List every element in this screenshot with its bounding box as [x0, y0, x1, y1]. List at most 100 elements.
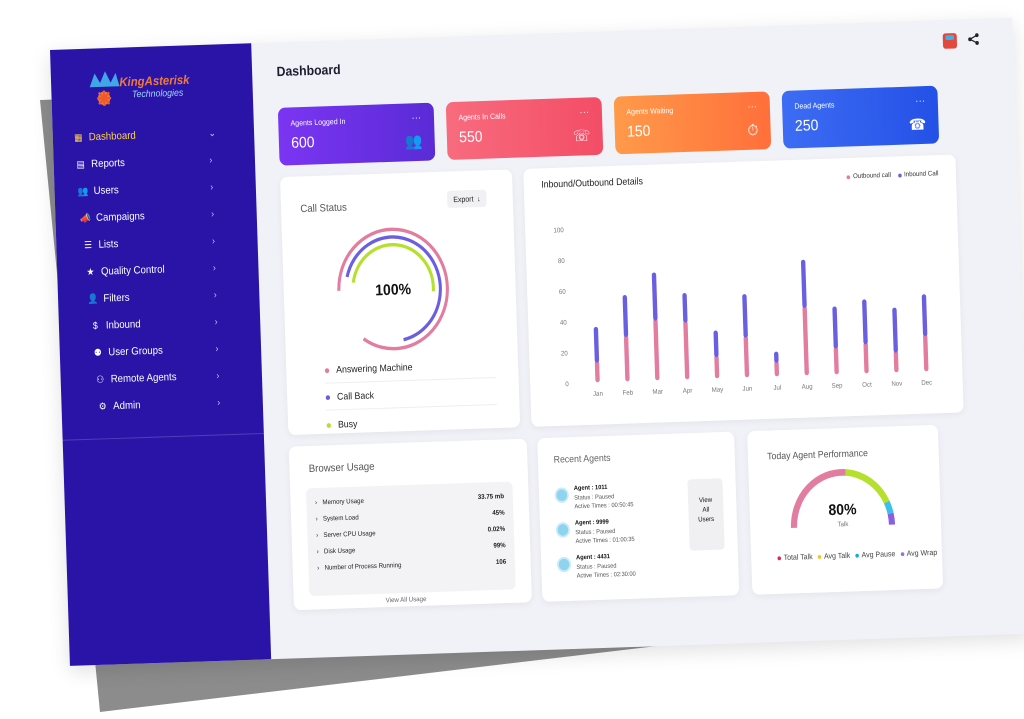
stat-card-dead-agents[interactable]: Dead Agents 250... ☎	[781, 85, 940, 149]
stat-card-agents-waiting[interactable]: Agents Waiting 150... ⏱	[613, 91, 772, 155]
stat-card-agents-in-calls[interactable]: Agents In Calls 550... ☏	[445, 96, 604, 160]
sidebar-item-label: Inbound	[105, 318, 141, 332]
usage-row[interactable]: › Server CPU Usage 0.02%	[316, 526, 505, 539]
more-icon[interactable]: ...	[411, 110, 422, 122]
view-all-users-button[interactable]: View All Users	[687, 478, 725, 551]
bar-outbound[interactable]	[653, 318, 660, 381]
bar-inbound[interactable]	[862, 299, 868, 345]
bar-inbound[interactable]	[800, 259, 807, 308]
users-icon: 👥	[404, 133, 423, 151]
stat-value: 150	[626, 123, 651, 141]
chevron-right-icon: ›	[209, 154, 213, 166]
agent-id: Agent : 4431	[575, 553, 611, 562]
more-icon[interactable]: ...	[747, 99, 758, 111]
bar-inbound[interactable]	[622, 295, 629, 338]
bar-outbound[interactable]	[623, 335, 630, 382]
gauge-segment	[790, 469, 846, 529]
more-icon[interactable]: ...	[915, 93, 926, 105]
x-tick-label: Jun	[742, 385, 753, 393]
usage-row[interactable]: › Memory Usage 33.75 mb	[315, 493, 504, 506]
bar-outbound[interactable]	[683, 320, 690, 380]
agent-active-time: Active Times : 01:00:35	[575, 536, 635, 545]
share-icon[interactable]	[967, 32, 980, 49]
bar-inbound[interactable]	[593, 326, 600, 363]
bar-inbound[interactable]	[892, 307, 898, 353]
bar-outbound[interactable]	[714, 355, 720, 379]
usage-row[interactable]: › System Load 45%	[316, 510, 505, 523]
legend-dot	[777, 555, 782, 560]
usage-row[interactable]: › Disk Usage 99%	[317, 542, 506, 555]
avatar[interactable]	[942, 33, 958, 49]
legend-dot	[817, 554, 822, 559]
phone-missed-icon: ☏	[572, 128, 591, 146]
bar-inbound[interactable]	[682, 293, 688, 323]
bar-outbound[interactable]	[594, 360, 600, 383]
legend-dot	[855, 553, 860, 558]
bar-inbound[interactable]	[651, 272, 658, 321]
chart-legend: Outbound call Inbound Call	[846, 170, 939, 180]
agent-id: Agent : 1011	[573, 484, 608, 492]
bar-inbound[interactable]	[921, 294, 928, 337]
agent-status: Status : Paused	[574, 493, 615, 502]
legend-dot	[325, 395, 331, 401]
usage-label: Number of Process Running	[324, 562, 402, 572]
list-icon: ☰	[83, 239, 93, 251]
sidebar-item-admin[interactable]: ⚙ Admin ›	[61, 388, 263, 422]
bar-inbound[interactable]	[832, 306, 838, 349]
agent-performance-title: Today Agent Performance	[767, 448, 869, 463]
chart-title: Inbound/Outbound Details	[541, 176, 644, 191]
legend-dot	[324, 368, 330, 374]
bar-inbound[interactable]	[713, 330, 719, 358]
chevron-right-icon: ›	[211, 208, 215, 220]
agent-avatar	[556, 556, 572, 573]
chevron-right-icon: ›	[213, 289, 217, 301]
bar-outbound[interactable]	[863, 342, 869, 374]
stat-card-agents-logged-in[interactable]: Agents Logged In 600... 👥	[277, 102, 436, 166]
export-button[interactable]: Export ↓	[446, 189, 487, 209]
bar-outbound[interactable]	[774, 360, 780, 377]
browser-usage-card: Browser Usage › Memory Usage 33.75 mb › Syst…	[288, 438, 532, 611]
call-status-title: Call Status	[300, 201, 348, 215]
sidebar-item-label: Campaigns	[95, 210, 145, 224]
y-tick-label: 0	[565, 381, 569, 388]
usage-row[interactable]: › Number of Process Running 106	[317, 559, 506, 572]
agent-item[interactable]: Agent : 9999 Status : Paused Active Times …	[555, 514, 688, 551]
agent-status: Status : Paused	[575, 528, 616, 537]
call-status-percent: 100%	[375, 282, 411, 300]
x-tick-label: Dec	[921, 379, 933, 387]
dollar-icon: $	[92, 320, 98, 332]
report-icon: ▤	[76, 159, 85, 171]
bar-outbound[interactable]	[923, 334, 929, 372]
more-icon[interactable]: ...	[579, 105, 590, 117]
bar-outbound[interactable]	[802, 305, 809, 376]
page-title: Dashboard	[276, 61, 341, 79]
bar-inbound[interactable]	[742, 294, 748, 338]
bar-inbound[interactable]	[774, 351, 779, 363]
usage-value: 0.02%	[487, 526, 506, 534]
agent-item[interactable]: Agent : 4431 Status : Paused Active Times …	[556, 549, 689, 586]
chevron-right-icon: ›	[215, 343, 219, 355]
agent-active-time: Active Times : 00:50:45	[574, 501, 634, 511]
x-tick-label: Aug	[802, 383, 814, 391]
grid-icon: ▦	[73, 132, 83, 144]
y-tick-label: 20	[561, 350, 568, 358]
performance-legend-item: Avg Pause	[855, 550, 895, 560]
inbound-outbound-chart: 0 20 40 60 80 100 Jan Feb Mar Apr May Jun Jul Aug Sep O…	[553, 227, 933, 398]
view-all-usage-link[interactable]: View All Usage	[385, 596, 427, 605]
x-tick-label: Feb	[623, 389, 634, 397]
bar-outbound[interactable]	[743, 335, 750, 378]
bar-outbound[interactable]	[893, 350, 899, 373]
call-status-gauge: 100%	[337, 227, 449, 351]
bar-outbound[interactable]	[833, 346, 839, 375]
recent-agents-title: Recent Agents	[553, 453, 611, 466]
usage-value: 106	[495, 558, 507, 566]
usage-value: 33.75 mb	[477, 493, 505, 501]
x-tick-label: Jan	[593, 390, 604, 398]
stat-value: 600	[290, 134, 315, 152]
gauge-segment	[887, 512, 896, 525]
agent-item[interactable]: Agent : 1011 Status : Paused Active Times …	[554, 480, 686, 517]
sidebar-item-label: Dashboard	[88, 129, 137, 144]
stat-value: 250	[794, 117, 819, 135]
chart-legend-item: Outbound call	[846, 172, 891, 180]
